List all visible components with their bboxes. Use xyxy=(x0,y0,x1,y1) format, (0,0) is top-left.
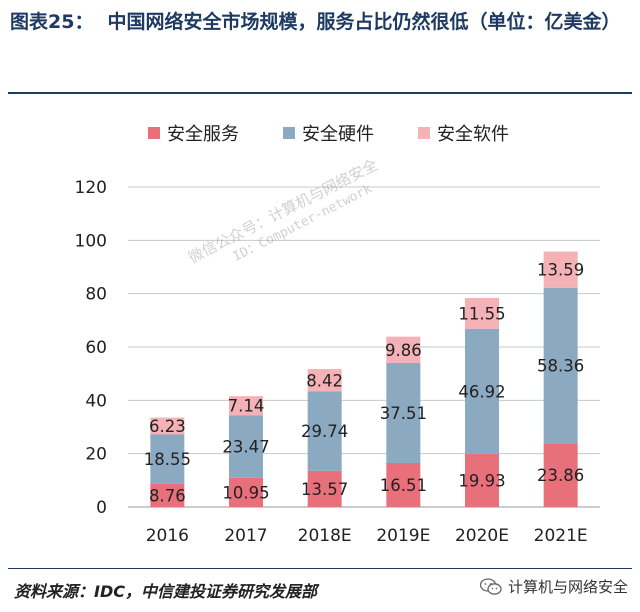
source-note: 资料来源：IDC，中信建投证券研究发展部 xyxy=(14,582,317,601)
bar-segment xyxy=(229,477,263,507)
bar-segment xyxy=(543,287,578,444)
data-label: 46.92 xyxy=(458,382,505,401)
bar-segment xyxy=(465,328,499,454)
chart-title: 图表25： 中国网络安全市场规模，服务占比仍然很低（单位：亿美金） xyxy=(10,8,630,36)
bar-segment xyxy=(543,443,578,507)
bar-segment xyxy=(307,369,342,392)
data-label: 23.86 xyxy=(537,466,584,485)
data-label: 37.51 xyxy=(380,404,427,423)
title-divider xyxy=(8,92,632,94)
y-tick-label: 20 xyxy=(85,445,107,465)
bar-segment xyxy=(386,362,421,463)
figure-number: 图表25： xyxy=(10,11,94,33)
y-tick-label: 100 xyxy=(75,231,107,251)
bar-segment xyxy=(307,391,342,471)
bar-segment xyxy=(229,415,263,478)
data-label: 19.93 xyxy=(458,471,505,490)
x-tick-label: 2021E xyxy=(534,526,588,546)
y-tick-label: 80 xyxy=(85,285,107,305)
bar-segment xyxy=(543,251,578,288)
legend-label: 安全硬件 xyxy=(302,124,374,145)
data-label: 6.23 xyxy=(149,417,186,436)
bar-segment xyxy=(150,434,185,484)
legend-swatch xyxy=(148,127,160,139)
bar-segment xyxy=(465,453,499,507)
legend-label: 安全服务 xyxy=(167,124,239,145)
legend-label: 安全软件 xyxy=(437,124,509,145)
data-label: 58.36 xyxy=(537,357,584,376)
bar-segment xyxy=(229,396,263,416)
data-label: 11.55 xyxy=(458,304,505,323)
bar-segment xyxy=(150,417,185,435)
data-label: 7.14 xyxy=(228,397,265,416)
legend-swatch xyxy=(283,127,295,139)
wechat-icon xyxy=(479,577,502,595)
bar-segment xyxy=(465,297,499,329)
data-label: 9.86 xyxy=(385,341,422,360)
x-tick-label: 2017 xyxy=(224,526,267,546)
bar-segment xyxy=(150,483,185,507)
x-tick-label: 2018E xyxy=(298,526,352,546)
data-label: 13.59 xyxy=(537,261,584,280)
data-label: 13.57 xyxy=(301,480,348,499)
x-tick-label: 2019E xyxy=(376,526,430,546)
data-label: 29.74 xyxy=(301,422,348,441)
footer-divider xyxy=(8,568,632,569)
y-tick-label: 0 xyxy=(96,498,107,518)
data-label: 10.95 xyxy=(222,483,269,502)
data-label: 8.42 xyxy=(306,371,343,390)
data-label: 23.47 xyxy=(222,438,269,457)
y-tick-label: 120 xyxy=(75,178,107,198)
data-label: 18.55 xyxy=(144,450,191,469)
account-name: 计算机与网络安全 xyxy=(507,578,628,596)
legend-swatch xyxy=(418,127,430,139)
x-tick-label: 2016 xyxy=(146,526,189,546)
data-label: 8.76 xyxy=(149,486,186,505)
data-label: 16.51 xyxy=(380,476,427,495)
bar-segment xyxy=(386,462,421,507)
x-tick-label: 2020E xyxy=(455,526,509,546)
bar-segment xyxy=(307,470,342,507)
y-tick-label: 60 xyxy=(85,338,107,358)
y-tick-label: 40 xyxy=(85,391,107,411)
figure-title-text: 中国网络安全市场规模，服务占比仍然很低（单位：亿美金） xyxy=(107,11,621,33)
bar-segment xyxy=(386,336,421,363)
stacked-bar-chart: 0 20 40 60 80 100 120 8.76 18.55 6.23 2016 10.95 23.… xyxy=(75,124,600,546)
account-tag: 计算机与网络安全 xyxy=(479,576,628,597)
